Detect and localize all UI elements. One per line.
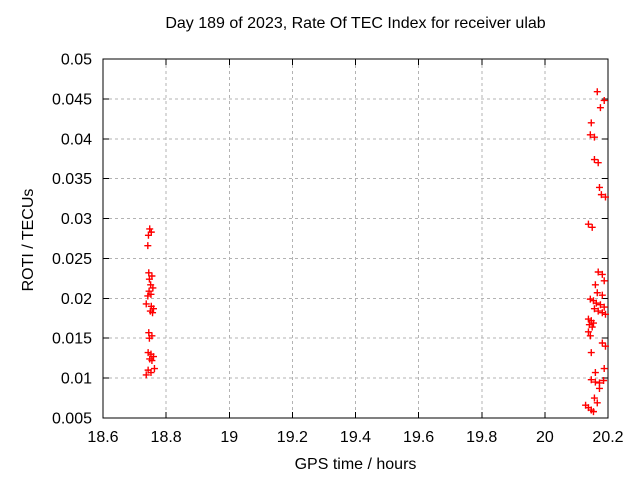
data-point-marker [586,332,594,340]
data-point-marker [593,88,601,96]
y-tick-label: 0.025 [52,251,92,268]
data-point-marker [597,191,605,199]
data-point-marker [588,223,596,231]
data-point-marker [149,309,157,317]
data-point-marker [587,349,595,357]
data-point-marker [598,309,606,317]
data-point-marker [147,369,155,377]
y-tick-label: 0.045 [52,91,92,108]
plot-border [102,58,609,419]
data-point-marker [601,342,609,350]
y-tick-label: 0.01 [61,371,92,388]
data-point-marker [600,96,608,104]
data-point-marker [148,357,156,365]
x-tick-label: 18.6 [87,429,118,446]
y-tick-label: 0.035 [52,171,92,188]
x-tick-label: 19.4 [340,429,371,446]
data-point-marker [145,275,153,283]
x-tick-label: 19 [220,429,238,446]
x-tick-label: 19.2 [277,429,308,446]
x-axis-label: GPS time / hours [294,456,417,473]
data-point-marker [587,119,595,127]
data-point-marker [147,290,155,298]
data-point-marker [144,242,152,250]
data-point-marker [589,408,597,416]
data-point-marker [596,104,604,112]
y-tick-label: 0.05 [61,52,92,69]
data-point-marker [144,292,152,300]
data-point-marker [594,307,602,315]
data-point-marker [586,131,594,139]
y-tick-label: 0.015 [52,331,92,348]
y-tick-label: 0.03 [61,211,92,228]
data-point-marker [600,277,608,285]
data-point-marker [590,305,598,313]
data-point-marker [596,301,604,309]
data-point-marker [601,310,609,318]
data-point-marker [594,268,602,276]
data-point-marker [584,328,592,336]
data-point-marker [598,270,606,278]
x-tick-label: 19.8 [466,429,497,446]
data-point-marker [598,339,606,347]
data-point-marker [142,300,150,308]
data-point-marker [587,376,595,384]
data-point-marker [144,231,152,239]
data-point-marker [145,334,153,342]
chart-title: Day 189 of 2023, Rate Of TEC Index for r… [165,15,546,32]
data-point-marker [590,133,598,141]
data-point-marker [600,377,608,385]
data-point-marker [591,281,599,289]
data-point-marker [594,159,602,167]
data-point-marker [600,303,608,311]
x-tick-label: 18.8 [151,429,182,446]
data-point-marker [145,269,153,277]
data-point-marker [591,378,599,386]
y-tick-label: 0.02 [61,291,92,308]
data-point-marker [601,193,609,201]
data-point-marker [146,225,154,233]
y-tick-label: 0.04 [61,131,92,148]
data-point-marker [142,371,150,379]
y-tick-label: 0.005 [52,411,92,428]
data-point-marker [591,369,599,377]
data-point-marker [590,394,598,402]
data-point-marker [598,291,606,299]
data-point-marker [584,220,592,228]
data-point-marker [595,183,603,191]
data-point-marker [150,365,158,373]
data-point-marker [595,384,603,392]
data-point-marker [593,399,601,407]
data-point-marker [149,284,157,292]
data-point-marker [600,365,608,373]
data-point-marker [589,319,597,327]
data-point-marker [590,156,598,164]
data-point-marker [593,289,601,297]
data-point-marker [588,323,596,331]
data-point-marker [592,299,600,307]
data-point-marker [150,353,157,361]
x-tick-label: 20.2 [592,429,623,446]
data-point-marker [586,295,594,303]
x-tick-label: 19.6 [403,429,434,446]
x-tick-label: 20 [536,429,554,446]
